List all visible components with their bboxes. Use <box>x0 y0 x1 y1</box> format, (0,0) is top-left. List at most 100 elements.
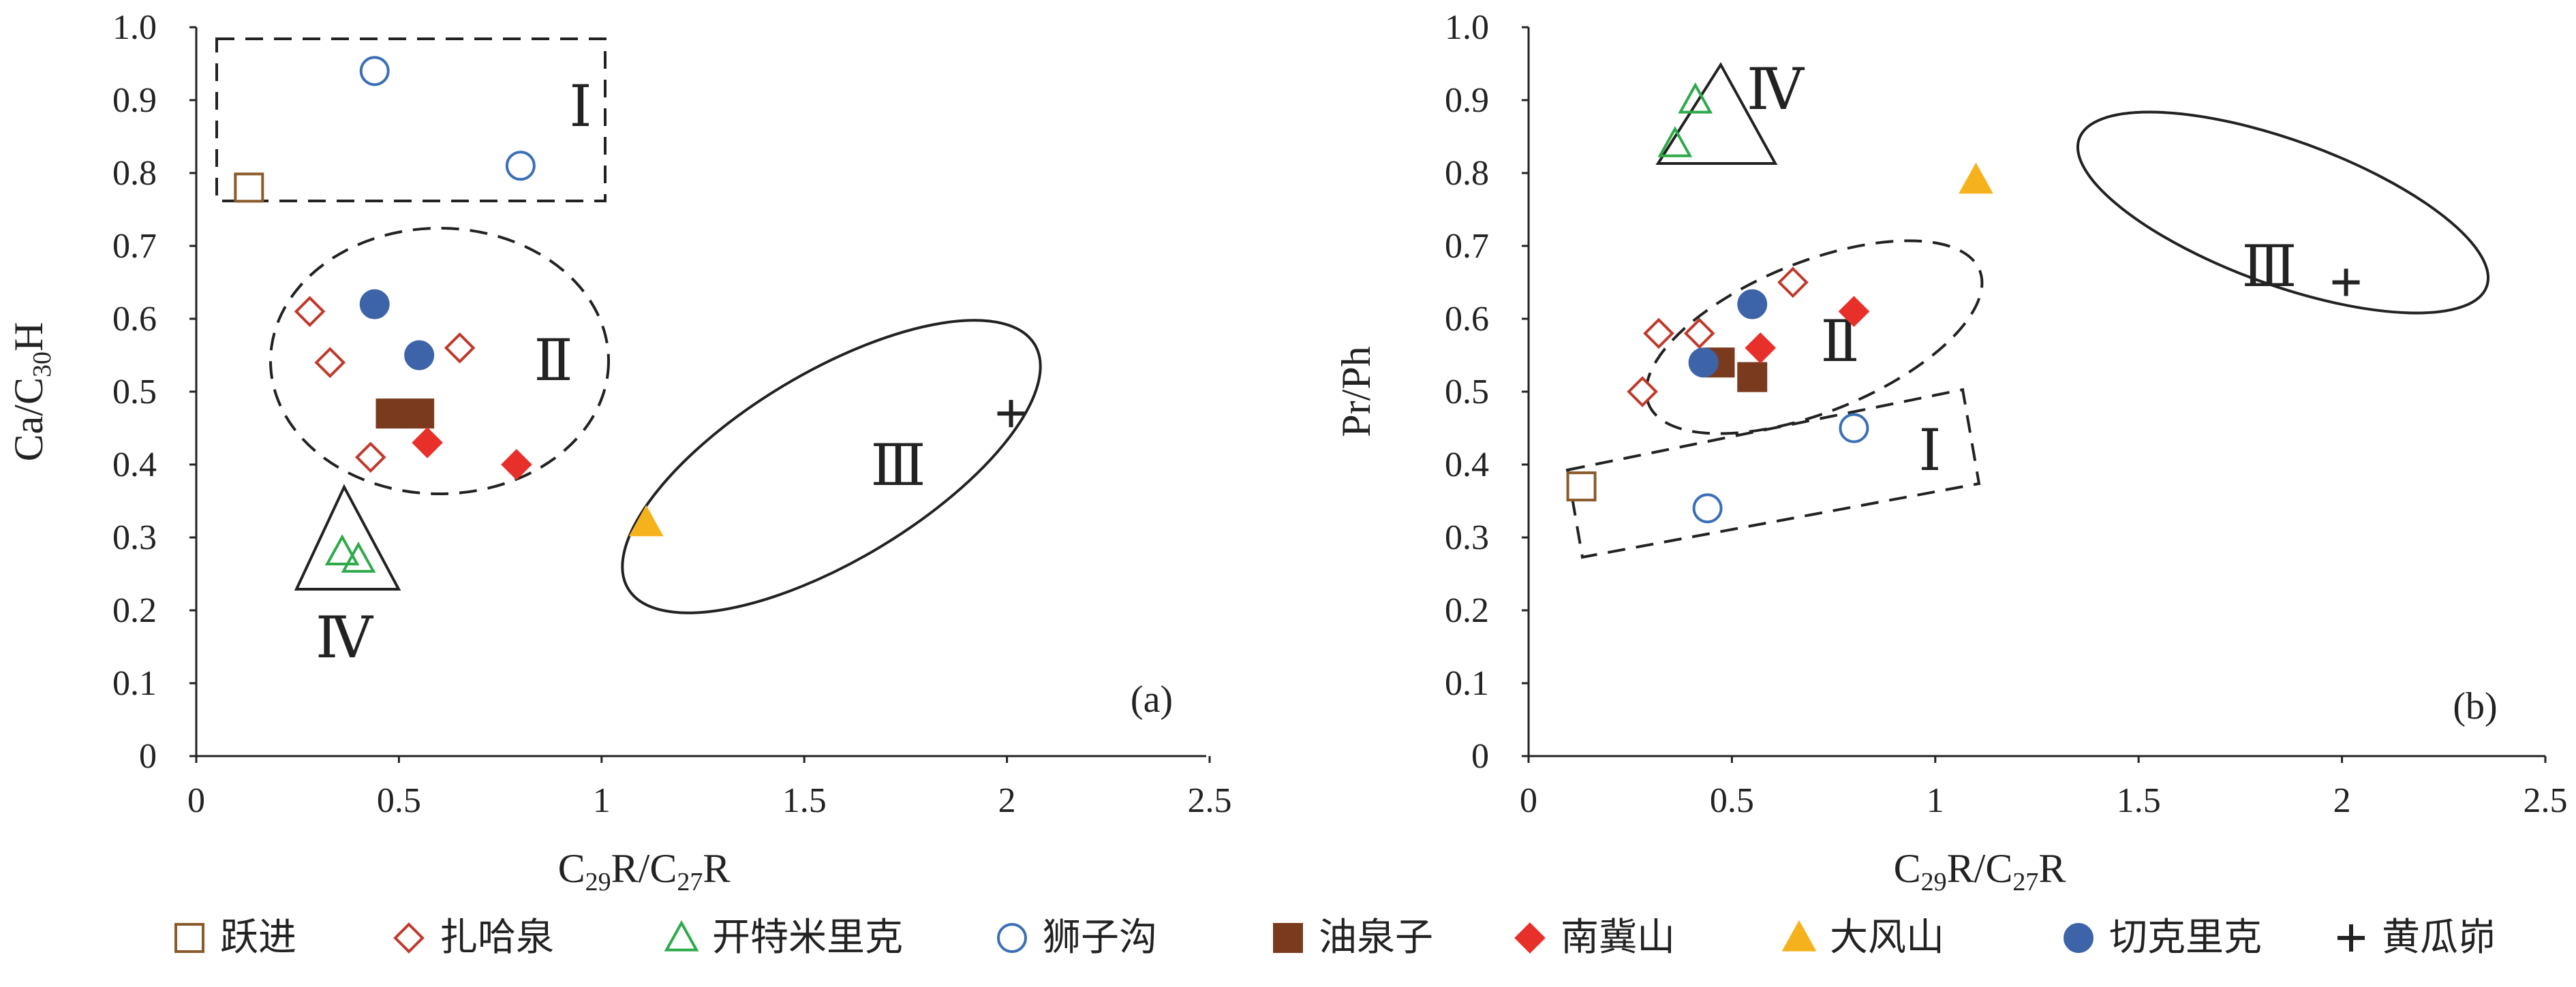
y-tick-label: 1.0 <box>1445 8 1489 47</box>
data-point-zhahaquan <box>354 441 386 473</box>
y-tick-label: 1.0 <box>112 8 157 47</box>
y-tick-label: 0.8 <box>112 154 157 193</box>
legend-item-youquanzi: 油泉子 <box>1273 915 1433 960</box>
legend-marker-youquanzi <box>1273 923 1303 953</box>
group-IV-label: Ⅳ <box>316 607 374 670</box>
y-tick-label: 0 <box>1471 737 1489 776</box>
data-point-shizigou <box>505 151 536 181</box>
x-tick-label: 1 <box>1927 781 1944 820</box>
legend-label: 黄瓜峁 <box>2382 915 2496 960</box>
data-point-nanjishan <box>1838 296 1870 328</box>
data-point-zhahaquan <box>444 332 476 364</box>
legend-marker-dafengshan <box>1781 920 1817 952</box>
tick-labels: 0 0.1 0.2 0.3 0.4 0.5 0.6 0.7 0.8 0.9 1.0 0 0.5 1 1.5 2… <box>112 8 1232 820</box>
data-point-qiekelike <box>359 289 390 319</box>
data-points <box>234 56 1025 573</box>
y-axis-label: Ca/C30H <box>6 322 57 462</box>
y-tick-label: 0.6 <box>1445 300 1489 339</box>
data-point-zhahaquan <box>314 347 346 379</box>
panel-label: (a) <box>1131 678 1173 721</box>
data-point-qiekelike <box>1737 289 1768 319</box>
x-tick-label: 2 <box>998 781 1016 820</box>
data-point-youquanzi <box>404 398 435 429</box>
data-point-nanjishan <box>501 449 532 480</box>
group-III-label: Ⅲ <box>2241 236 2297 299</box>
group-III-ellipse <box>621 319 1042 614</box>
y-tick-label: 0.5 <box>112 373 157 411</box>
data-point-kaitemilike <box>324 534 360 565</box>
data-point-kaitemilike <box>341 541 376 573</box>
legend-marker-shizigou <box>997 923 1027 953</box>
x-tick-label: 0.5 <box>377 781 421 820</box>
legend-item-nanjishan: 南冀山 <box>1514 915 1675 960</box>
group-III-ellipse <box>2076 110 2490 315</box>
data-point-qiekelike <box>404 340 435 371</box>
legend-marker-nanjishan <box>1514 922 1546 954</box>
x-tick-label: 2.5 <box>2524 781 2568 820</box>
group-I-label: Ⅰ <box>1918 420 1941 483</box>
legend-item-shizigou: 狮子沟 <box>997 915 1157 960</box>
legend-marker-zhahaquan <box>393 922 425 954</box>
x-axis-label: C29R/C27R <box>1894 846 2066 896</box>
panel-b: 0 0.1 0.2 0.3 0.4 0.5 0.6 0.7 0.8 0.9 1.0 0 0.5 1 1.5 2… <box>1334 8 2568 896</box>
group-II-label: Ⅱ <box>534 330 572 393</box>
data-point-huangguafan <box>2332 268 2360 296</box>
y-tick-label: 0.4 <box>1445 445 1489 484</box>
legend-item-yuejin: 跃进 <box>174 915 296 960</box>
y-tick-label: 0.2 <box>112 591 157 630</box>
legend-label: 跃进 <box>220 915 296 960</box>
data-point-yuejin <box>1566 471 1597 502</box>
y-axis-label: Pr/Ph <box>1334 346 1379 437</box>
data-point-zhahaquan <box>294 296 326 328</box>
y-tick-label: 0.8 <box>1445 154 1489 193</box>
legend-marker-qiekelike <box>2064 923 2094 953</box>
group-II-ellipse <box>269 227 610 495</box>
x-tick-label: 2 <box>2333 781 2351 820</box>
tick-labels: 0 0.1 0.2 0.3 0.4 0.5 0.6 0.7 0.8 0.9 1.0 0 0.5 1 1.5 2… <box>1445 8 2568 820</box>
legend-label: 开特米里克 <box>712 915 903 960</box>
data-point-dafengshan <box>1959 162 1993 194</box>
legend-label: 扎哈泉 <box>440 915 554 960</box>
x-axis-label: C29R/C27R <box>558 846 731 896</box>
data-point-qiekelike <box>1688 347 1719 378</box>
y-tick-label: 0.9 <box>112 81 157 120</box>
data-point-nanjishan <box>412 427 443 458</box>
data-point-zhahaquan <box>1627 376 1658 407</box>
x-tick-label: 1.5 <box>2117 781 2161 820</box>
data-point-kaitemilike <box>1678 82 1713 114</box>
x-tick-label: 1.5 <box>782 781 827 820</box>
legend-label: 狮子沟 <box>1043 915 1157 960</box>
legend-label: 切克里克 <box>2109 915 2262 960</box>
legend-label: 大风山 <box>1830 915 1944 960</box>
x-tick-label: 0 <box>1520 781 1537 820</box>
group-IV-triangle <box>1655 62 1778 165</box>
legend-marker-kaitemilike <box>664 920 699 952</box>
y-tick-label: 0.3 <box>112 518 157 557</box>
legend-item-qiekelike: 切克里克 <box>2064 915 2262 960</box>
data-point-youquanzi <box>375 398 406 429</box>
x-tick-label: 0.5 <box>1710 781 1754 820</box>
panel-label: (b) <box>2453 685 2497 727</box>
data-point-huangguafan <box>997 400 1025 428</box>
data-points <box>1566 82 2360 524</box>
data-point-shizigou <box>359 56 390 87</box>
legend-marker-huangguafan <box>2337 924 2365 952</box>
y-tick-label: 0.4 <box>112 445 157 484</box>
x-tick-label: 0 <box>187 781 205 820</box>
legend-item-zhahaquan: 扎哈泉 <box>393 915 554 960</box>
y-tick-label: 0.2 <box>1445 591 1489 630</box>
group-IV-triangle <box>294 484 401 591</box>
y-tick-label: 0.5 <box>1445 373 1489 411</box>
group-I-box <box>215 37 607 202</box>
data-point-shizigou <box>1839 413 1869 443</box>
data-point-youquanzi <box>1737 362 1768 392</box>
legend-item-dafengshan: 大风山 <box>1781 915 1944 960</box>
legend-item-huangguafan: 黄瓜峁 <box>2337 915 2496 960</box>
y-tick-label: 0.3 <box>1445 518 1489 557</box>
y-tick-label: 0 <box>139 737 157 776</box>
data-point-zhahaquan <box>1777 266 1809 298</box>
legend-label: 油泉子 <box>1319 915 1433 960</box>
legend-label: 南冀山 <box>1561 915 1675 960</box>
